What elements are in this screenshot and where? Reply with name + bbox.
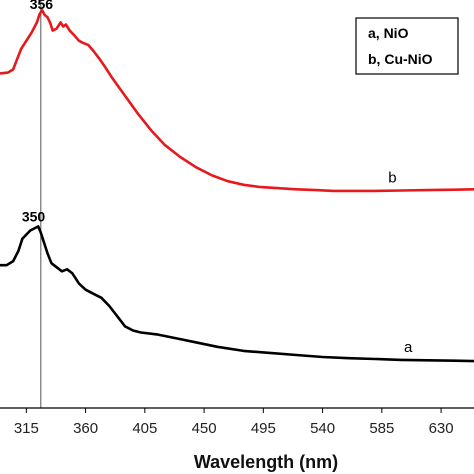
curve-label-b: b xyxy=(388,170,396,187)
peak-label-a: 350 xyxy=(22,209,46,225)
x-tick-label: 405 xyxy=(132,420,157,437)
x-axis-title: Wavelength (nm) xyxy=(194,452,338,472)
x-tick-label: 585 xyxy=(369,420,394,437)
legend-entry-a: a, NiO xyxy=(368,25,409,41)
legend-box xyxy=(355,17,459,75)
series-line-b xyxy=(0,8,474,193)
x-tick-label: 495 xyxy=(251,420,276,437)
legend-entry-b: b, Cu-NiO xyxy=(368,51,433,67)
peak-label-b: 356 xyxy=(30,0,54,12)
x-tick-label: 450 xyxy=(192,420,217,437)
x-axis: 315 360 405 450 495 540 585 630 xyxy=(0,407,474,437)
curve-label-a: a xyxy=(404,339,413,356)
x-tick-label: 315 xyxy=(14,420,39,437)
series-line-a xyxy=(0,225,474,363)
plot-area: 356 b 350 a xyxy=(0,0,474,408)
x-tick-label: 540 xyxy=(310,420,335,437)
legend: a, NiO b, Cu-NiO xyxy=(355,17,459,75)
x-tick-label: 360 xyxy=(73,420,98,437)
x-tick-label: 630 xyxy=(429,420,454,437)
